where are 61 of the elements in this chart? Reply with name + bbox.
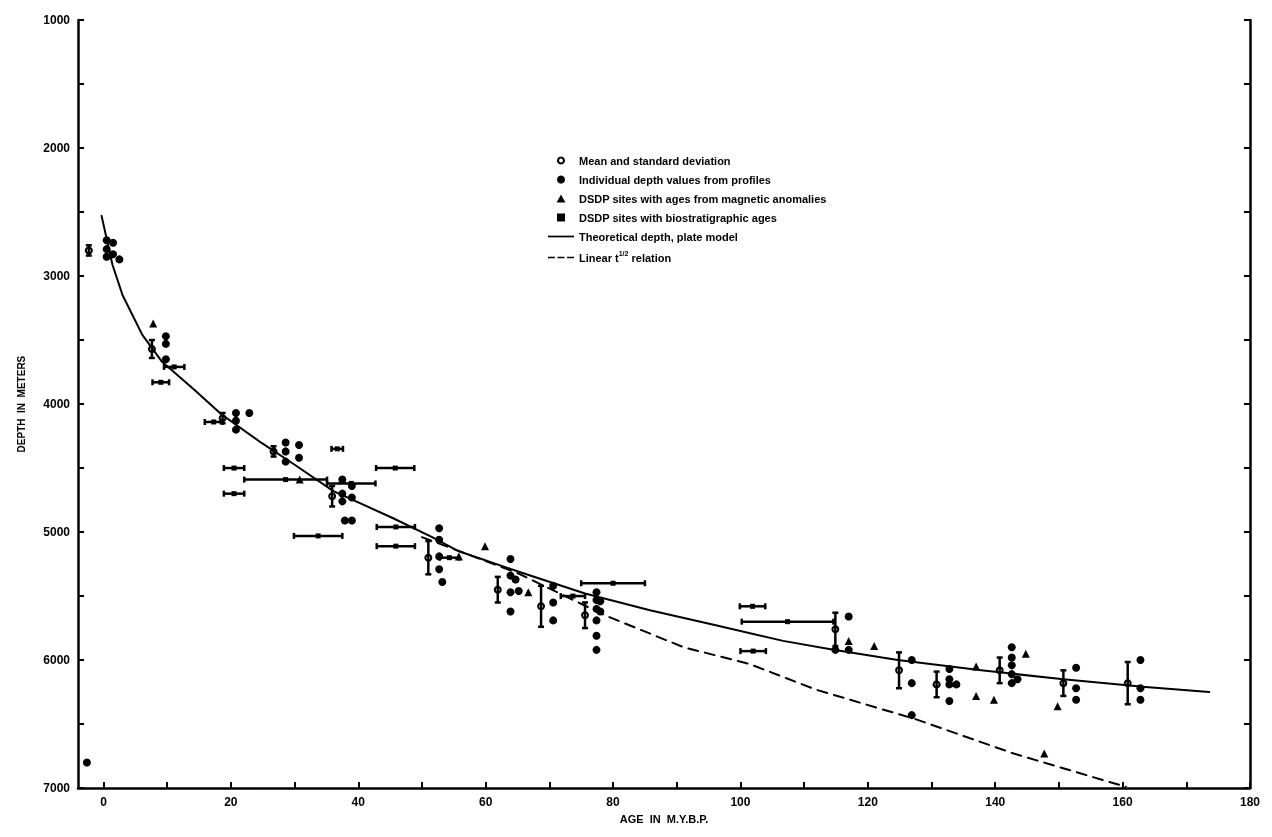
point [610, 580, 616, 586]
legend-label: Individual depth values from profiles [579, 173, 771, 186]
point [211, 419, 217, 425]
x-tick-label: 120 [857, 795, 879, 810]
y-tick-label: 6000 [43, 653, 71, 668]
point [147, 345, 156, 353]
y-tick-label: 3000 [43, 269, 71, 284]
point [972, 691, 981, 700]
point [750, 648, 756, 654]
x-tick-label: 60 [478, 795, 493, 810]
x-tick-label: 140 [985, 795, 1006, 810]
x-tick-label: 40 [351, 795, 366, 810]
point [493, 585, 502, 594]
point [870, 642, 879, 650]
point [1053, 702, 1062, 711]
point [581, 611, 590, 620]
point [750, 603, 756, 609]
point [315, 533, 321, 539]
point [1123, 679, 1132, 688]
point [1059, 679, 1068, 688]
point [158, 379, 164, 385]
point [1021, 649, 1030, 658]
legend-label: Mean and standard deviation [579, 154, 731, 167]
point [932, 680, 941, 689]
y-axis-title: DEPTH IN METERS [15, 355, 27, 453]
point [393, 543, 399, 549]
point [1040, 749, 1049, 758]
point [446, 555, 452, 561]
point [231, 491, 237, 497]
legend-label: Theoretical depth, plate model [579, 230, 738, 243]
y-tick-label: 2000 [43, 141, 71, 156]
point [171, 364, 177, 370]
point [989, 695, 998, 704]
x-tick-label: 180 [1239, 795, 1261, 810]
point [231, 465, 237, 471]
y-tick-label: 7000 [43, 781, 71, 796]
point [393, 524, 399, 530]
point [537, 602, 546, 611]
x-axis-title: AGE IN M.Y.B.P. [619, 812, 709, 825]
point [570, 593, 576, 599]
point [785, 619, 791, 625]
point [895, 666, 904, 675]
x-tick-label: 160 [1112, 795, 1133, 810]
point [392, 465, 398, 471]
point [295, 475, 304, 484]
point [995, 666, 1004, 675]
y-tick-label: 1000 [43, 13, 71, 27]
x-tick-label: 100 [730, 795, 751, 810]
point [283, 477, 289, 483]
y-tick-label: 5000 [43, 525, 71, 540]
point [424, 553, 433, 562]
x-tick-label: 20 [224, 795, 238, 810]
y-tick-label: 4000 [43, 397, 71, 412]
legend-label: DSDP sites with ages from magnetic anomalies [579, 192, 827, 205]
point [831, 625, 840, 634]
point [481, 542, 490, 551]
legend-label: DSDP sites with biostratigraphic ages [579, 211, 777, 224]
point [328, 492, 337, 501]
x-tick-label: 80 [606, 795, 621, 810]
x-tick-label: 0 [100, 795, 108, 810]
point [844, 636, 853, 645]
